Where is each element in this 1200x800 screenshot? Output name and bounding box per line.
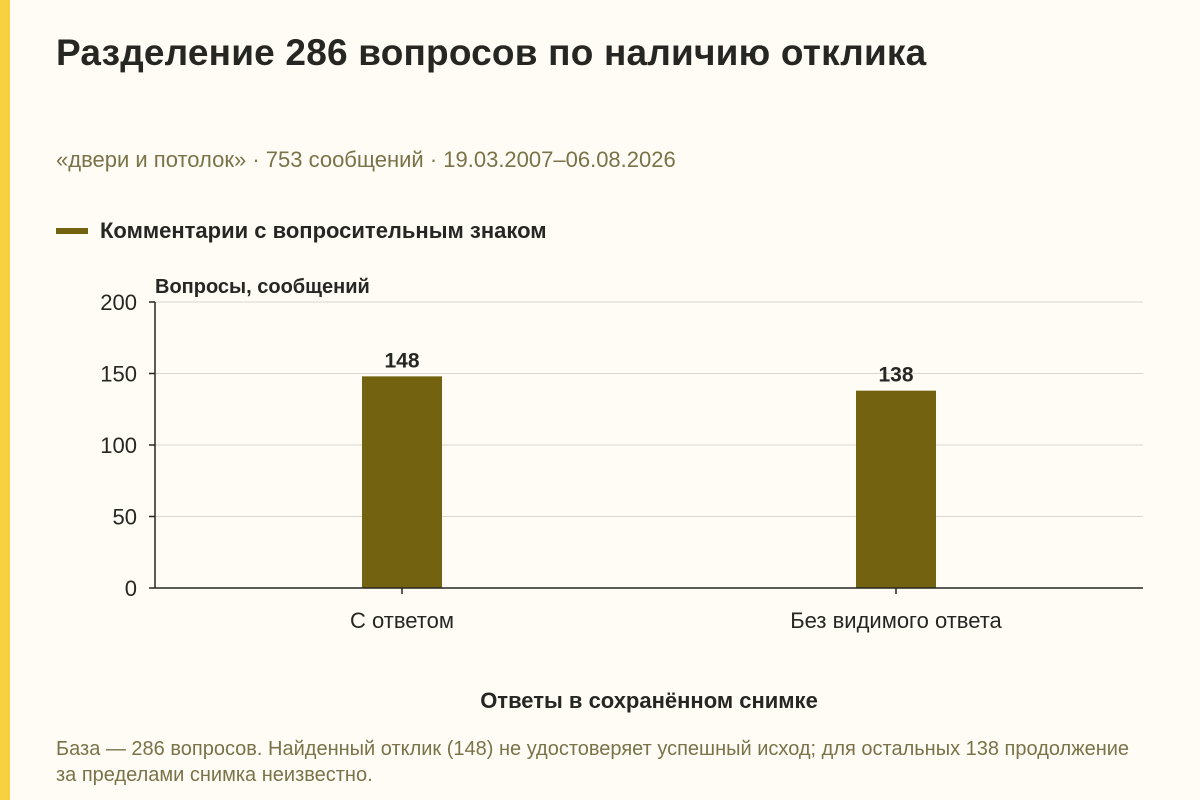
accent-strip: [0, 0, 10, 800]
footnote: База — 286 вопросов. Найденный отклик (1…: [56, 738, 1130, 786]
legend-label: Комментарии с вопросительным знаком: [100, 218, 547, 243]
x-axis-label: Ответы в сохранённом снимке: [480, 688, 818, 713]
y-tick-label: 150: [100, 362, 137, 387]
x-axis-ticks: С ответом Без видимого ответа: [350, 588, 1003, 633]
bars: 148 138: [362, 349, 936, 588]
bar: [362, 376, 442, 588]
chart-subtitle: «двери и потолок» · 753 сообщений · 19.0…: [56, 147, 676, 172]
y-axis-label: Вопросы, сообщений: [155, 276, 370, 298]
x-tick-label: С ответом: [350, 608, 454, 633]
gridlines: [155, 301, 1143, 517]
data-label: 148: [384, 349, 419, 372]
legend-swatch: [56, 228, 88, 234]
chart-title: Разделение 286 вопросов по наличию откли…: [56, 32, 927, 73]
y-tick-label: 100: [100, 433, 137, 458]
bar-chart: Вопросы, сообщений 0 50 100 150 200 148 138 С…: [100, 276, 1143, 713]
data-label: 138: [878, 364, 913, 387]
x-tick-label: Без видимого ответа: [790, 608, 1002, 633]
y-tick-label: 200: [100, 290, 137, 315]
legend: Комментарии с вопросительным знаком: [56, 218, 547, 244]
bar: [856, 390, 936, 588]
y-tick-label: 0: [125, 576, 137, 601]
y-tick-label: 50: [113, 505, 137, 530]
y-axis-ticks: 0 50 100 150 200: [100, 290, 155, 601]
